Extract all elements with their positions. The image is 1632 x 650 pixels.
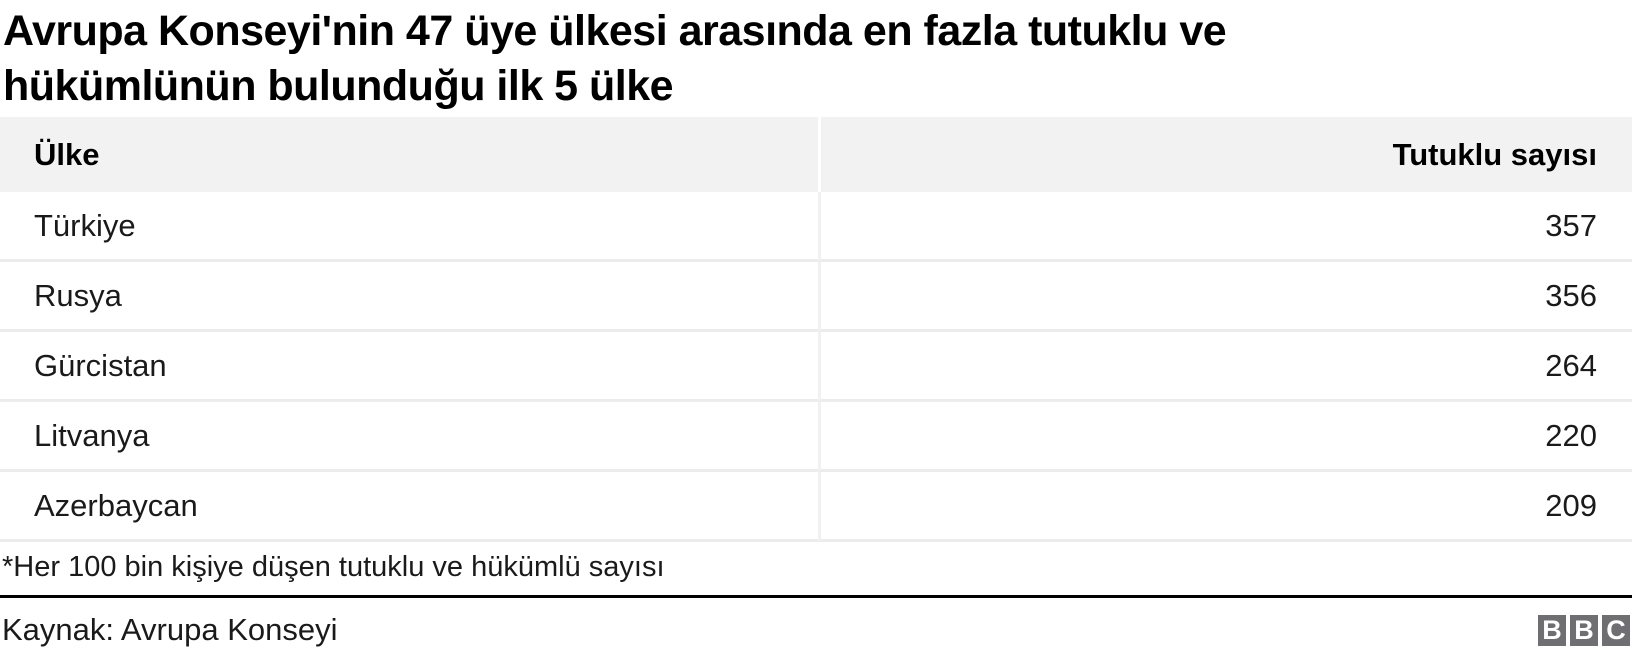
value-cell: 264 [818,332,1632,402]
bbc-logo-block-3: C [1602,614,1630,646]
value-cell: 209 [818,472,1632,542]
table-row: Litvanya 220 [0,402,1632,472]
column-header-value: Tutuklu sayısı [818,117,1632,192]
page-title-line-1: Avrupa Konseyi'nin 47 üye ülkesi arasınd… [3,7,1227,55]
value-cell: 220 [818,402,1632,472]
bbc-logo-block-1: B [1538,614,1566,646]
country-cell: Rusya [0,262,818,332]
prisoners-table: Ülke Tutuklu sayısı Türkiye 357 Rusya 35… [0,117,1632,542]
bbc-logo-block-2: B [1570,614,1598,646]
page-title: Avrupa Konseyi'nin 47 üye ülkesi arasınd… [0,0,1632,117]
column-header-country: Ülke [0,117,818,192]
country-cell: Gürcistan [0,332,818,402]
value-cell: 357 [818,192,1632,262]
table-row: Türkiye 357 [0,192,1632,262]
footer: Kaynak: Avrupa Konseyi B B C [0,598,1632,648]
footnote: *Her 100 bin kişiye düşen tutuklu ve hük… [2,551,665,583]
table-row: Rusya 356 [0,262,1632,332]
source-label: Kaynak: Avrupa Konseyi [2,612,338,647]
source-divider [0,595,1632,598]
table-row: Azerbaycan 209 [0,472,1632,542]
bbc-logo: B B C [1538,614,1630,646]
country-cell: Azerbaycan [0,472,818,542]
page-title-line-2: hükümlünün bulunduğu ilk 5 ülke [3,62,674,110]
value-cell: 356 [818,262,1632,332]
country-cell: Litvanya [0,402,818,472]
table-header-row: Ülke Tutuklu sayısı [0,117,1632,192]
table-row: Gürcistan 264 [0,332,1632,402]
country-cell: Türkiye [0,192,818,262]
